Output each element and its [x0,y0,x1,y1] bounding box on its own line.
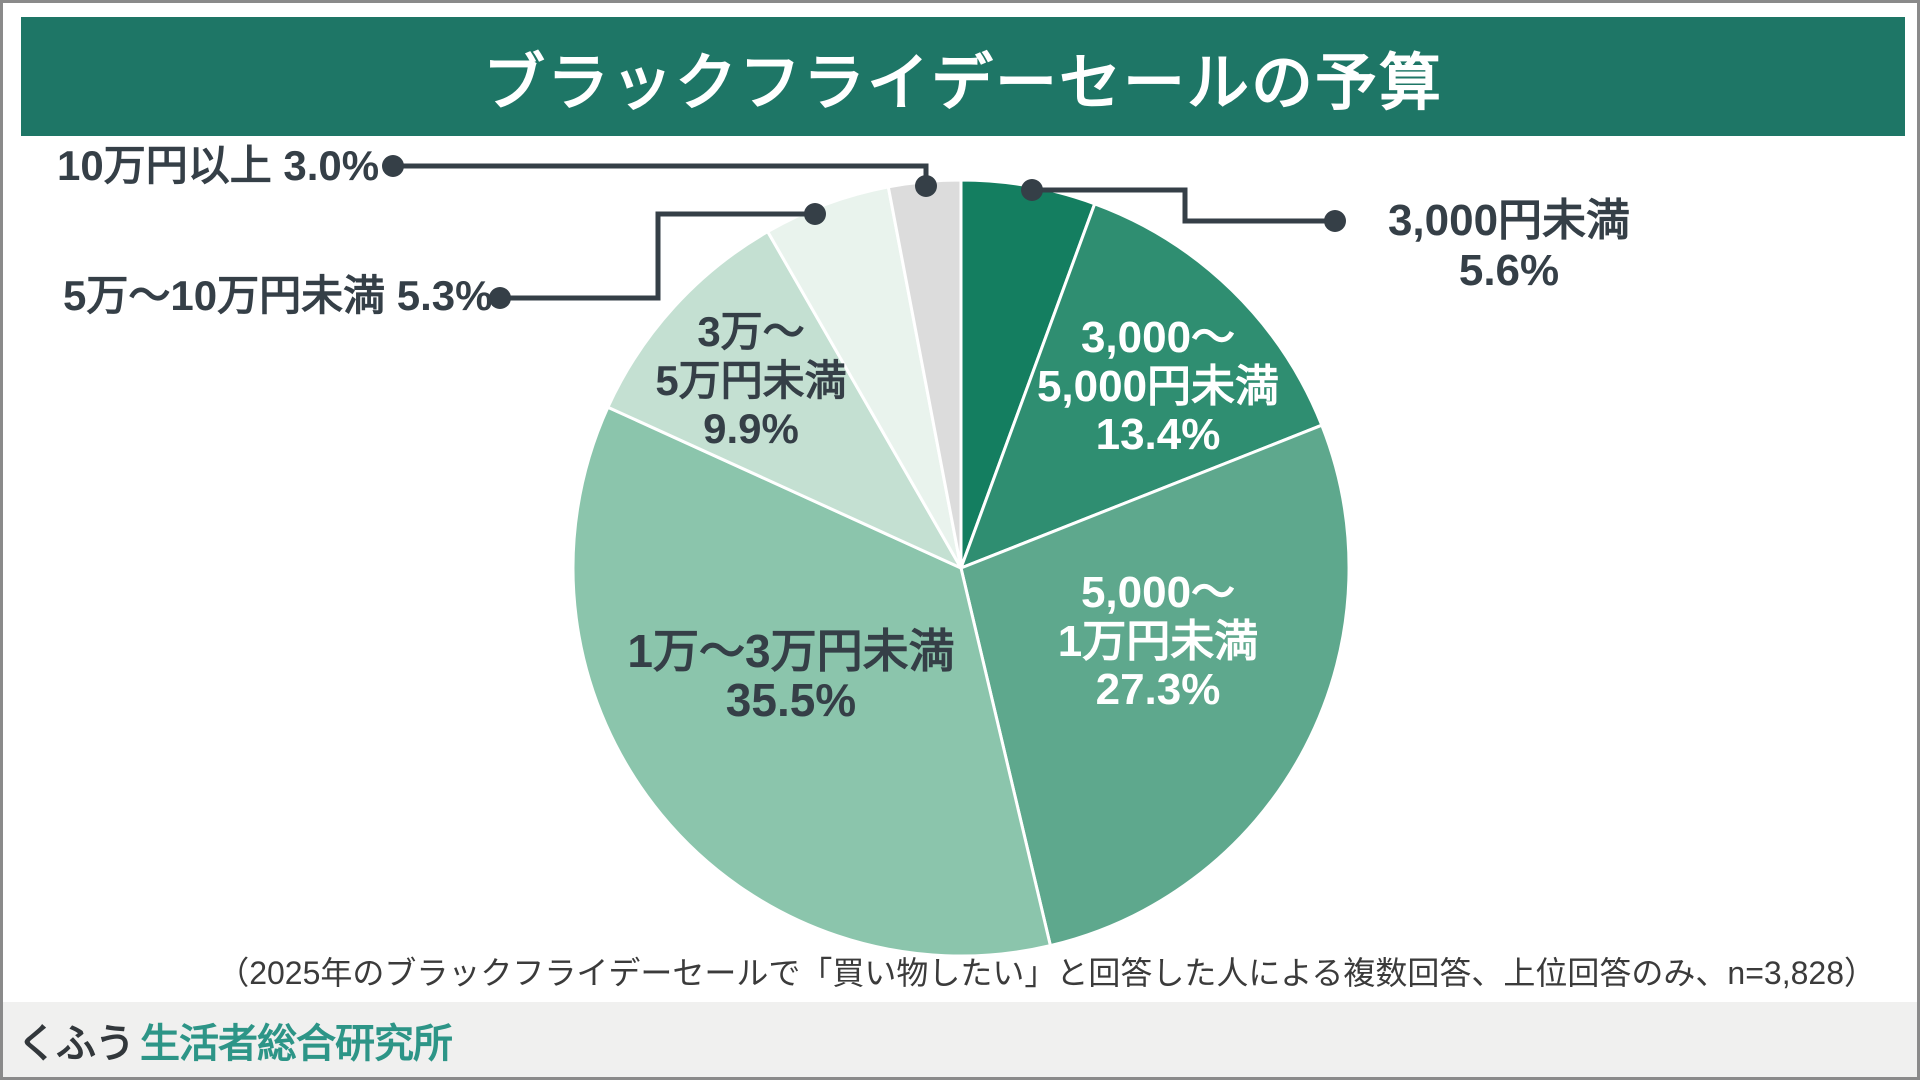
leader-5man-10man [500,211,815,301]
brand-kufu: くふう [17,1021,135,1066]
leader-3000-miman [1032,187,1335,224]
leader-5man-10man-dot [489,287,511,309]
slice-label-10man-ijou: 10万円以上 3.0% [57,142,380,189]
title-banner: ブラックフライデーセールの予算 [21,17,1905,136]
brand-logo: くふう 生活者総合研究所 [17,1011,453,1069]
leader-10man-ijou [393,163,929,186]
pie-slice-1 [959,202,1324,570]
leader-5man-10man-dot [804,203,826,225]
slice-label-3000-5000: 3,000〜 5,000円未満 13.4% [1036,313,1280,459]
slice-label-3000-miman: 3,000円未満 5.6% [1387,196,1631,295]
pie-slice-2 [959,423,1351,948]
page-title: ブラックフライデーセールの予算 [482,48,1443,118]
slice-label-5000-1man: 5,000〜 1万円未満 27.3% [1057,568,1259,714]
slice-label-1man-3man: 1万〜3万円未満 35.5% [627,625,955,726]
leader-10man-ijou-dot [382,155,404,177]
slice-label-3man-5man: 3万〜 5万円未満 9.9% [655,308,847,452]
brand-institute: 生活者総合研究所 [140,1021,453,1066]
pie-chart [382,155,1351,958]
slice-label-5man-10man: 5万〜10万円未満 5.3% [63,272,493,319]
leader-3000-miman-dot [1021,179,1043,201]
pie-slice-4 [606,230,963,570]
leader-10man-ijou-dot [915,175,937,197]
leader-3000-miman-dot [1324,210,1346,232]
footer-bar: くふう 生活者総合研究所 [3,1002,1917,1077]
survey-note: （2025年のブラックフライデーセールで「買い物したい」と回答した人による複数回… [217,955,1876,991]
pie-slice-3 [571,405,1052,958]
